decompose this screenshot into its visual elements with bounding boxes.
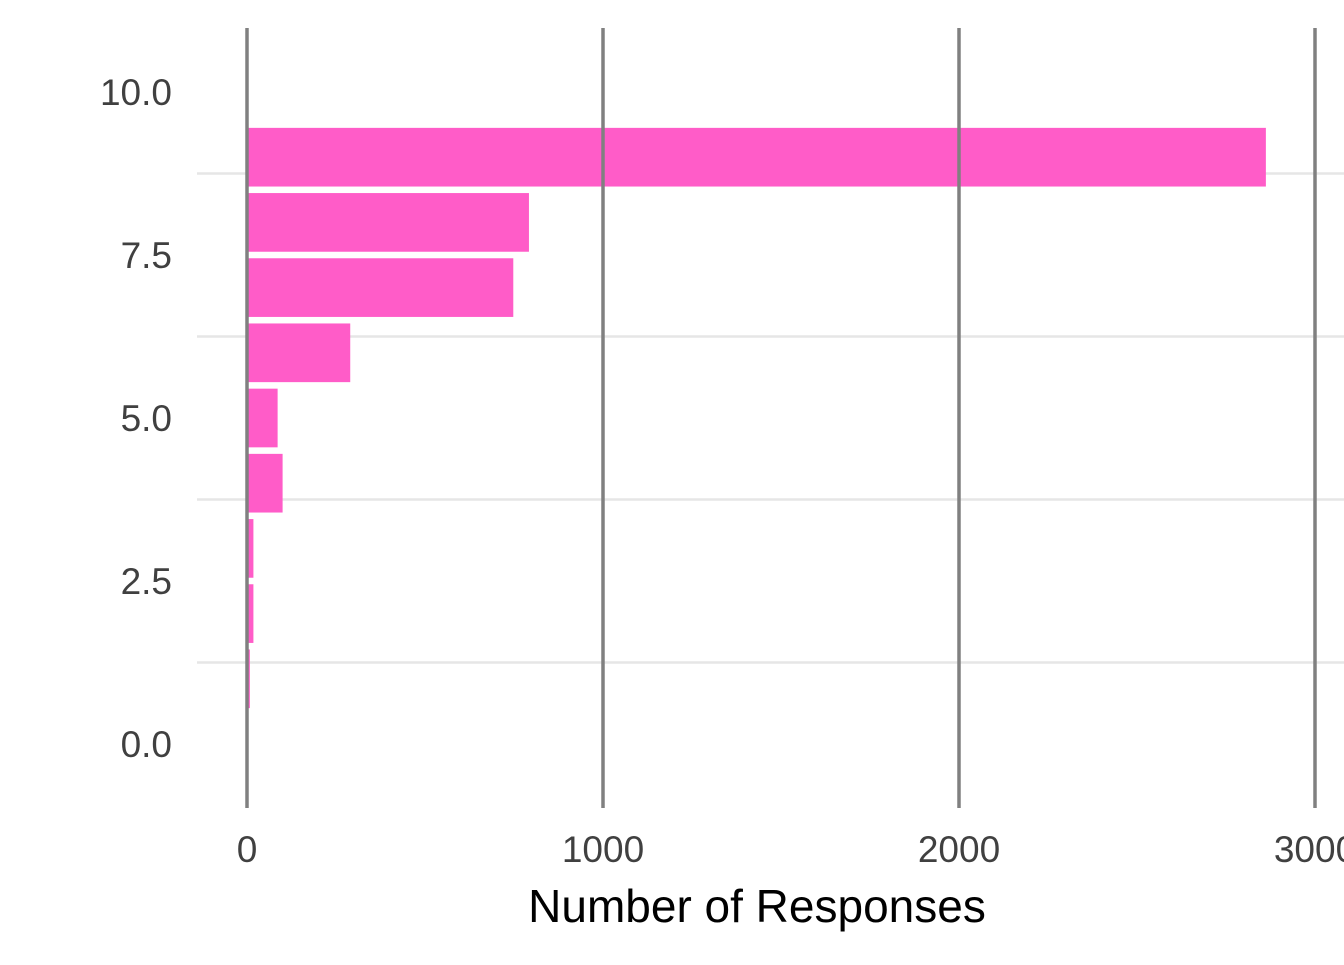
x-tick-label: 2000 [918, 829, 1000, 870]
bar [247, 258, 514, 317]
y-tick-label: 5.0 [121, 398, 172, 439]
y-tick-label: 2.5 [121, 561, 172, 602]
x-tick-label: 1000 [562, 829, 644, 870]
bar [247, 388, 278, 448]
bar [247, 519, 254, 578]
bars [247, 127, 1266, 774]
x-gridlines-overlay [245, 28, 1317, 808]
x-axis-title: Number of Responses [528, 880, 986, 932]
y-tick-label: 0.0 [121, 724, 172, 765]
bar [247, 323, 351, 383]
bar [247, 584, 254, 643]
bar [247, 127, 1266, 187]
bar [247, 193, 529, 252]
bar [247, 453, 283, 513]
y-tick-label: 10.0 [100, 72, 172, 113]
y-tick-label: 7.5 [121, 235, 172, 276]
x-tick-label: 0 [237, 829, 258, 870]
